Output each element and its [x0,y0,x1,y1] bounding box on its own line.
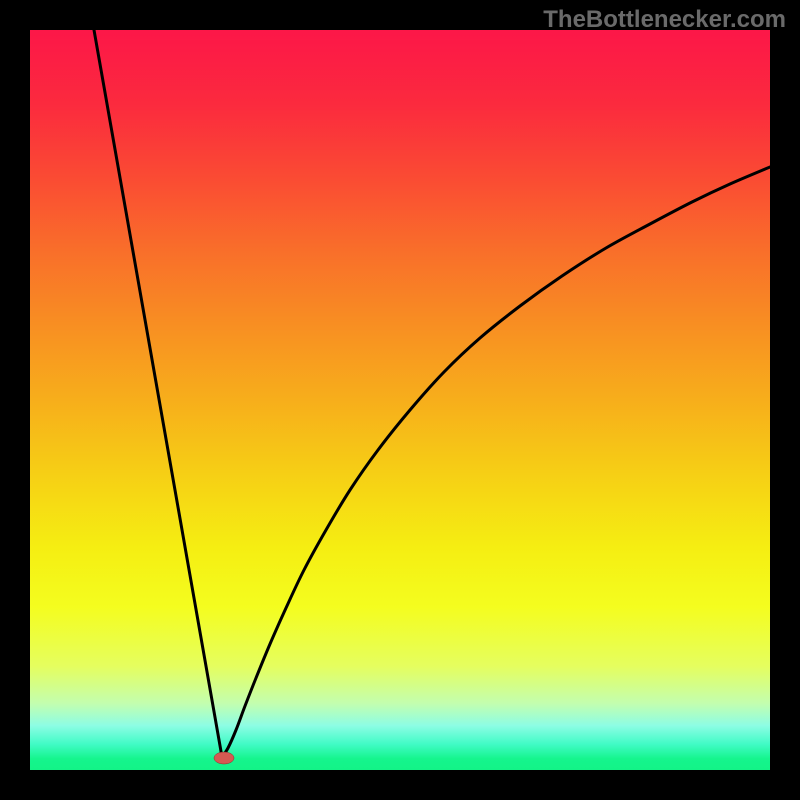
optimum-marker [214,752,234,764]
watermark-text: TheBottlenecker.com [543,6,786,34]
plot-background [30,30,770,770]
bottleneck-chart [0,0,800,800]
chart-container: TheBottlenecker.com [0,0,800,800]
